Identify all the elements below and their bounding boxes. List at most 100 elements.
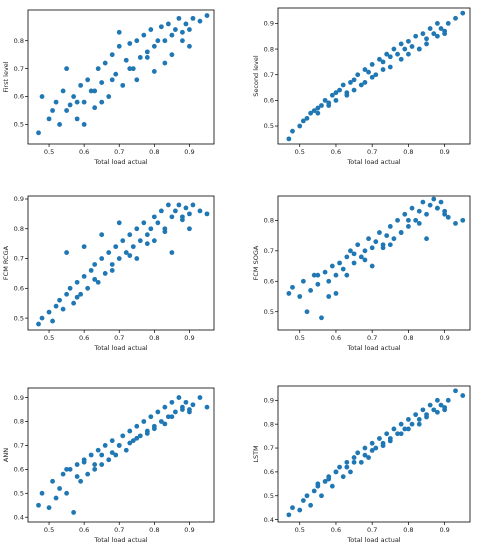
data-point [311, 488, 317, 494]
data-point [300, 118, 306, 124]
data-point [420, 199, 426, 205]
x-tick-label: 0.8 [149, 526, 159, 534]
data-point [406, 217, 411, 223]
data-point [197, 395, 203, 400]
data-point [155, 220, 161, 226]
data-point [176, 15, 182, 21]
data-point [127, 66, 133, 72]
data-point [326, 278, 332, 284]
data-point [427, 202, 433, 208]
x-tick-label: 0.8 [403, 148, 413, 156]
data-point [123, 250, 129, 255]
data-point [187, 27, 192, 32]
data-point [144, 431, 150, 436]
data-point [187, 409, 192, 415]
data-point [326, 476, 332, 482]
data-point [409, 44, 415, 49]
data-point [130, 244, 136, 250]
data-point [169, 414, 175, 420]
y-axis-label: LSTM [252, 445, 260, 462]
y-tick-label: 0.5 [14, 314, 24, 322]
data-point [197, 18, 203, 24]
data-point [64, 108, 70, 113]
data-point [380, 245, 386, 251]
data-point [187, 211, 192, 217]
data-point [297, 294, 303, 299]
data-point [81, 459, 87, 465]
data-point [369, 263, 375, 269]
data-point [144, 232, 150, 238]
data-point [333, 272, 339, 278]
data-point [123, 57, 129, 63]
data-point [95, 447, 101, 453]
y-tick-label: 0.9 [14, 195, 24, 203]
data-point [74, 116, 80, 122]
data-point [53, 303, 59, 309]
x-tick-label: 0.6 [79, 334, 89, 342]
data-point [369, 62, 375, 67]
y-tick-label: 0.6 [264, 468, 274, 476]
data-point [377, 436, 382, 441]
data-point [39, 315, 45, 321]
data-point [387, 242, 393, 248]
data-point [172, 409, 178, 415]
data-point [113, 71, 119, 77]
data-point [344, 459, 350, 465]
data-point [351, 251, 357, 257]
data-point [398, 421, 404, 427]
data-point [427, 402, 433, 408]
data-point [71, 510, 77, 515]
data-point [99, 232, 105, 238]
data-point [304, 115, 310, 121]
data-point [134, 38, 140, 44]
data-point [127, 253, 133, 258]
data-point [420, 407, 426, 413]
y-tick-label: 0.7 [14, 65, 24, 73]
data-point [116, 220, 122, 226]
data-point [416, 221, 422, 226]
data-point [144, 241, 150, 247]
data-point [180, 29, 185, 35]
data-point [391, 46, 397, 52]
x-axis-label: Total load actual [93, 344, 147, 352]
data-point [165, 21, 171, 27]
data-point [424, 41, 429, 47]
x-axis-label: Total load actual [346, 158, 400, 166]
plot-frame [27, 387, 215, 523]
data-point [460, 10, 466, 16]
data-point [109, 77, 115, 83]
data-point [46, 505, 52, 511]
data-point [127, 440, 133, 446]
x-tick-label: 0.5 [44, 148, 54, 156]
data-point [445, 214, 451, 220]
data-point [113, 452, 119, 458]
data-point [442, 31, 448, 37]
data-point [384, 431, 390, 437]
y-tick-label: 0.6 [14, 285, 24, 293]
data-point [300, 278, 306, 284]
data-point [158, 24, 164, 30]
data-point [442, 208, 448, 214]
x-tick-label: 0.8 [149, 148, 159, 156]
data-point [344, 272, 350, 278]
data-point [326, 103, 332, 108]
data-point [81, 244, 87, 250]
x-axis-label: Total load actual [346, 344, 400, 352]
x-tick-label: 0.9 [439, 334, 449, 342]
plot-frame [27, 195, 215, 331]
data-point [413, 412, 419, 418]
data-point [438, 26, 444, 31]
data-point [300, 498, 306, 503]
data-point [398, 41, 404, 47]
plot-frame [27, 9, 215, 145]
data-point [116, 256, 122, 261]
data-point [144, 49, 150, 55]
data-point [373, 445, 379, 451]
data-point [355, 242, 361, 248]
data-point [109, 438, 115, 444]
data-point [348, 469, 353, 475]
data-point [130, 66, 136, 72]
data-point [387, 224, 393, 229]
